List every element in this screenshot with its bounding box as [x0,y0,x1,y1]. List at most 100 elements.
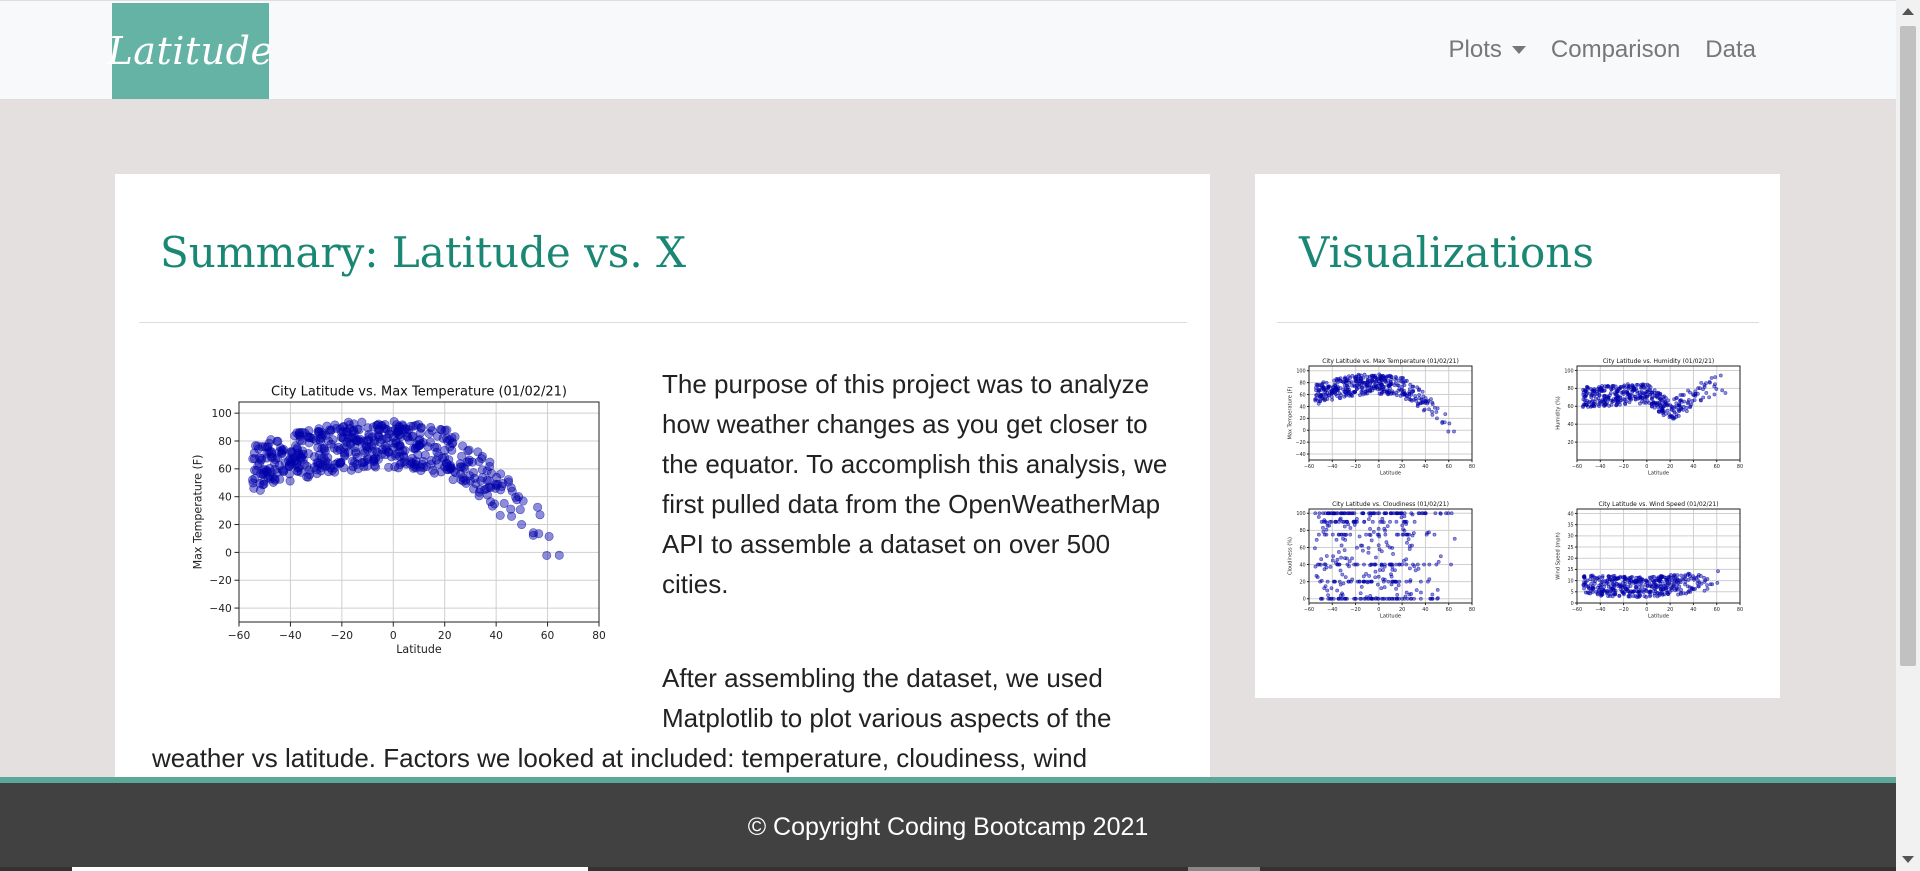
data-point [511,492,521,502]
data-point [1392,383,1397,388]
data-point [1332,389,1337,393]
data-point [1375,511,1380,516]
y-axis-label: Cloudiness (%) [1288,537,1294,575]
data-point [457,451,467,461]
data-point [473,447,483,457]
data-point [1631,594,1636,599]
data-point [1392,596,1397,601]
chart-title: City Latitude vs. Wind Speed (01/02/21) [1598,501,1718,508]
thumb-max-temp-chart[interactable]: City Latitude vs. Max Temperature (01/02… [1277,356,1482,481]
data-point [1404,557,1409,562]
data-point [1689,402,1694,407]
data-point [248,475,258,485]
thumb-humidity-chart[interactable]: City Latitude vs. Humidity (01/02/21) −60… [1545,356,1750,481]
nav-data-link[interactable]: Data [1705,36,1756,63]
data-point [1423,396,1428,401]
data-point [1347,559,1352,564]
data-point [1628,584,1633,588]
summary-chart-image[interactable]: City Latitude vs. Max Temperature (01/02… [157,372,627,672]
data-point [1621,591,1626,596]
data-point [1346,391,1351,396]
y-tick-label: 80 [1567,386,1573,392]
data-point [1372,511,1377,516]
data-point [1642,587,1647,592]
data-point [1368,533,1373,537]
data-point [1645,386,1650,390]
data-point [517,520,527,530]
data-point [1696,572,1701,577]
data-point [314,450,324,460]
y-tick-label: 30 [1567,534,1573,540]
scroll-thumb[interactable] [1900,26,1916,666]
data-point [1623,582,1628,586]
data-point [276,443,286,453]
y-tick-label: 15 [1567,567,1573,573]
data-point [1672,404,1677,409]
brand-logo[interactable]: Latitude [108,3,273,99]
data-point [1627,400,1632,405]
y-tick-label: −40 [1295,452,1305,458]
data-point [1698,398,1703,402]
data-point [1604,394,1609,398]
data-point [1368,594,1373,598]
data-point [1394,579,1398,584]
data-point [1350,556,1354,561]
data-point [1344,393,1349,398]
data-point [357,458,367,468]
x-tick-label: 40 [1690,464,1696,470]
y-tick-label: 40 [1299,404,1305,410]
data-point [496,485,506,495]
data-point [1669,408,1674,412]
data-point [1591,389,1596,394]
data-point [325,426,335,436]
data-point [1647,392,1652,397]
data-point [1371,384,1376,389]
x-tick-label: 80 [592,629,606,642]
data-point [1358,376,1363,381]
data-point [1620,584,1625,589]
data-point [1590,585,1595,590]
nav-comparison-link[interactable]: Comparison [1550,36,1681,63]
data-point [1360,387,1365,392]
data-point [1675,587,1680,592]
data-point [1435,588,1440,592]
x-tick-label: 80 [1737,607,1743,613]
data-point [1316,532,1321,537]
data-point [1372,562,1377,567]
scroll-up-icon[interactable] [1902,8,1914,15]
data-point [1353,519,1358,524]
thumb-cloudiness-chart[interactable]: City Latitude vs. Cloudiness (01/02/21) −… [1277,499,1482,624]
data-point [1595,585,1600,590]
data-point [480,485,490,495]
data-point [1593,589,1598,594]
data-point [1400,562,1404,567]
data-point [1419,590,1423,595]
data-point [1695,581,1700,586]
data-point [1350,511,1355,516]
data-point [1599,593,1603,598]
data-point [1611,397,1616,402]
data-point [1679,399,1684,404]
data-point [1329,586,1334,591]
data-point [1396,383,1401,388]
page-scrollbar[interactable] [1896,0,1920,871]
data-point [1376,582,1380,587]
data-point [1362,579,1367,584]
data-point [1343,386,1348,391]
data-point [1321,511,1325,516]
thumb-wind-speed-chart[interactable]: City Latitude vs. Wind Speed (01/02/21) −… [1545,499,1750,624]
scroll-down-icon[interactable] [1902,856,1914,863]
data-point [1371,380,1376,384]
y-tick-label: 0 [225,546,232,559]
data-point [1660,411,1665,415]
data-point [1350,383,1354,388]
data-point [1710,582,1715,587]
data-point [1359,389,1364,394]
data-point [400,424,410,434]
data-point [1398,376,1403,380]
data-point [1663,411,1668,416]
data-point [1369,579,1374,584]
data-point [1388,382,1393,387]
data-point [1340,596,1345,601]
nav-plots-dropdown[interactable]: Plots [1449,36,1526,64]
